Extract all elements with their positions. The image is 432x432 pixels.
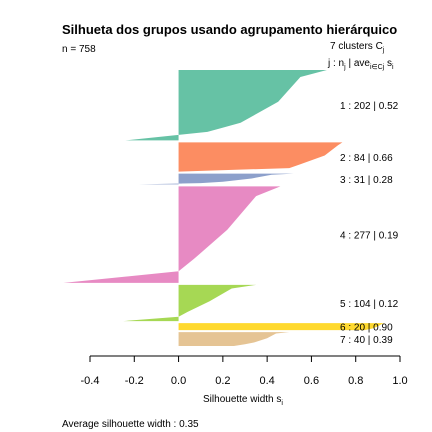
cluster-7-silhouette — [178, 332, 290, 346]
chart-title: Silhueta dos grupos usando agrupamento h… — [62, 22, 397, 37]
clusters-header-sub: j — [382, 47, 385, 54]
cluster-3-silhouette — [138, 173, 294, 185]
x-axis-label-sub: i — [281, 400, 283, 407]
cluster-6-label: 6 : 20 | 0.90 — [340, 323, 393, 334]
columns-header-s-sub: i — [392, 64, 394, 71]
x-axis: -0.4 -0.2 0.0 0.2 0.4 0.6 0.8 1.0 — [81, 355, 408, 387]
x-tick-label: 1.0 — [392, 375, 407, 387]
columns-header-nj-sub: j — [343, 64, 346, 71]
average-silhouette: Average silhouette width : 0.35 — [62, 419, 199, 430]
cluster-labels: 1 : 202 | 0.52 2 : 84 | 0.66 3 : 31 | 0.28… — [340, 101, 399, 346]
cluster-1-label: 1 : 202 | 0.52 — [340, 101, 399, 112]
x-tick-label: 0.6 — [304, 375, 319, 387]
x-tick-label: 0.2 — [215, 375, 230, 387]
cluster-3-label: 3 : 31 | 0.28 — [340, 175, 393, 186]
columns-header: j : nj | avei∈Cj si — [327, 58, 394, 71]
columns-header-ave-sub: i∈Cj — [370, 64, 385, 71]
x-tick-label: 0.4 — [259, 375, 274, 387]
columns-header-s: s — [384, 58, 392, 69]
x-tick-label: 0.0 — [171, 375, 186, 387]
cluster-1-silhouette — [125, 70, 327, 141]
n-label: n = 758 — [62, 44, 96, 55]
cluster-6-silhouette — [178, 323, 385, 331]
x-tick-label: -0.2 — [125, 375, 144, 387]
cluster-2-label: 2 : 84 | 0.66 — [340, 153, 393, 164]
clusters-header-text: 7 clusters C — [330, 41, 383, 52]
cluster-4-silhouette — [63, 186, 281, 283]
columns-header-j: j : n — [327, 58, 344, 69]
clusters-header: 7 clusters Cj — [330, 41, 385, 54]
cluster-4-label: 4 : 277 | 0.19 — [340, 231, 399, 242]
x-tick-label: 0.8 — [348, 375, 363, 387]
cluster-5-label: 5 : 104 | 0.12 — [340, 299, 399, 310]
cluster-2-silhouette — [178, 142, 343, 172]
x-axis-label-text: Silhouette width s — [203, 394, 281, 405]
cluster-5-silhouette — [123, 284, 257, 322]
x-axis-label: Silhouette width si — [203, 394, 283, 407]
cluster-7-label: 7 : 40 | 0.39 — [340, 335, 393, 346]
silhouette-bars — [63, 70, 385, 346]
x-tick-label: -0.4 — [81, 375, 100, 387]
columns-header-ave: | ave — [346, 58, 371, 69]
